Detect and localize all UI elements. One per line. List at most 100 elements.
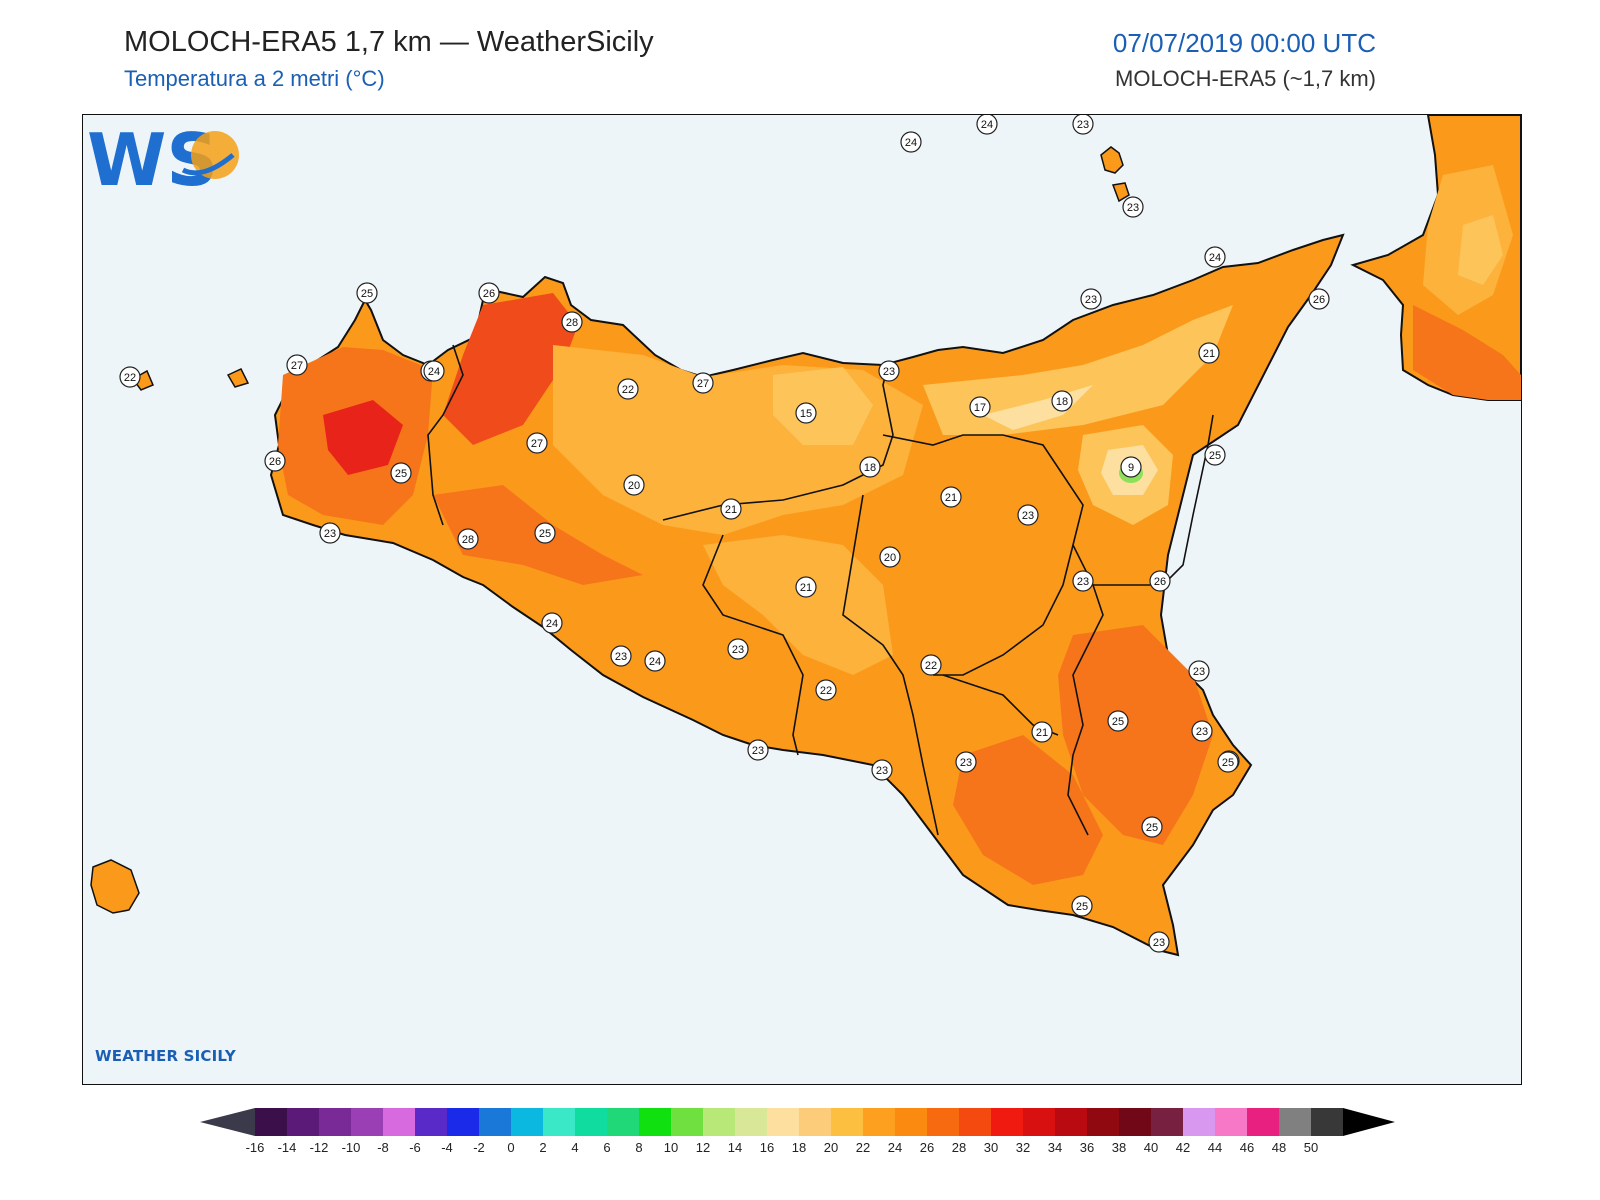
colorbar-tick-label: -4 (441, 1140, 453, 1155)
station-value: 9 (1128, 462, 1134, 474)
station-marker (617, 378, 639, 400)
colorbar-cell (1247, 1108, 1279, 1136)
station-value: 23 (324, 528, 336, 540)
colorbar-tick-label: 10 (664, 1140, 678, 1155)
station-value: 23 (1077, 119, 1089, 131)
station-value: 18 (864, 462, 876, 474)
station-value: 24 (905, 137, 917, 149)
madonie-cool-zone (773, 367, 873, 445)
colorbar-cell (351, 1108, 383, 1136)
aeolian-island-1 (1100, 146, 1124, 174)
station-marker (879, 546, 901, 568)
station-value: 20 (884, 552, 896, 564)
colorbar-tick-label: 14 (728, 1140, 742, 1155)
station-marker (457, 528, 479, 550)
station-value: 25 (1222, 757, 1234, 769)
colorbar-cell (895, 1108, 927, 1136)
station-value: 23 (883, 366, 895, 378)
colorbar-tick-label: 42 (1176, 1140, 1190, 1155)
station-value: 25 (1209, 450, 1221, 462)
colorbar-cell (415, 1108, 447, 1136)
station-value: 25 (395, 468, 407, 480)
station-marker (1204, 246, 1226, 268)
station-marker (1308, 288, 1330, 310)
colorbar-cell (575, 1108, 607, 1136)
colorbar-cell (1279, 1108, 1311, 1136)
station-marker (644, 650, 666, 672)
station-marker (900, 131, 922, 153)
nebrodi-cool-zone (923, 305, 1233, 435)
map-canvas: 24 24 23 23 24 23 26 25 26 28 22 23 27 24 22 27 23 21 15 17… (90, 115, 1521, 957)
station-value: 17 (974, 402, 986, 414)
station-marker (1149, 570, 1171, 592)
station-value: 21 (1036, 727, 1048, 739)
station-marker (319, 522, 341, 544)
station-marker (871, 759, 893, 781)
station-marker (795, 576, 817, 598)
station-marker (526, 432, 548, 454)
colorbar-tick-label: -16 (246, 1140, 265, 1155)
colorbar-tick-label: 20 (824, 1140, 838, 1155)
station-marker (1122, 196, 1144, 218)
station-value: 23 (752, 745, 764, 757)
colorbar-tick-label: -8 (377, 1140, 389, 1155)
forecast-datetime: 07/07/2019 00:00 UTC (1112, 28, 1376, 58)
colorbar-tick-label: 16 (760, 1140, 774, 1155)
station-value: 27 (291, 360, 303, 372)
station-marker (1204, 444, 1226, 466)
colorbar-tick-label: 50 (1304, 1140, 1318, 1155)
colorbar-over-arrow (1343, 1108, 1395, 1136)
station-value: 24 (546, 618, 558, 630)
station-value: 23 (615, 651, 627, 663)
station-marker (969, 396, 991, 418)
station-value: 27 (697, 378, 709, 390)
station-marker (976, 115, 998, 135)
station-marker (1051, 390, 1073, 412)
station-marker (356, 282, 378, 304)
colorbar-cell (639, 1108, 671, 1136)
station-value: 28 (566, 317, 578, 329)
colorbar-cell (255, 1108, 287, 1136)
west-hot-core (323, 400, 403, 475)
station-value: 26 (483, 288, 495, 300)
colorbar-tick-label: 44 (1208, 1140, 1222, 1155)
colorbar-tick-label: 22 (856, 1140, 870, 1155)
colorbar-tick-label: 2 (539, 1140, 546, 1155)
colorbar-cell (1119, 1108, 1151, 1136)
colorbar-tick-label: 46 (1240, 1140, 1254, 1155)
colorbar-cell (959, 1108, 991, 1136)
station-marker (561, 311, 583, 333)
station-value: 26 (1313, 294, 1325, 306)
colorbar-under-arrow (200, 1108, 255, 1136)
station-value: 23 (1085, 294, 1097, 306)
colorbar-tick-label: 18 (792, 1140, 806, 1155)
station-value: 25 (1146, 822, 1158, 834)
colorbar-tick-label: 36 (1080, 1140, 1094, 1155)
station-value: 23 (1193, 666, 1205, 678)
calabria-ridge (1458, 215, 1503, 285)
colorbar-cell (543, 1108, 575, 1136)
station-value: 18 (1056, 396, 1068, 408)
southeast-hot-zone (1058, 625, 1213, 845)
northwest-hot-zone (443, 293, 578, 445)
station-marker (720, 498, 742, 520)
station-value: 25 (1076, 901, 1088, 913)
colorbar-cell (703, 1108, 735, 1136)
aegadian-island-2 (131, 369, 154, 391)
colorbar-tick-label: -12 (310, 1140, 329, 1155)
station-marker (1072, 115, 1094, 135)
station-value: 23 (1077, 576, 1089, 588)
colorbar-tick-label: 24 (888, 1140, 902, 1155)
colorbar-cell (1183, 1108, 1215, 1136)
station-value: 27 (531, 438, 543, 450)
station-marker (1080, 288, 1102, 310)
colorbar-cell (1151, 1108, 1183, 1136)
station-marker (1071, 895, 1093, 917)
station-value: 24 (1209, 252, 1221, 264)
station-value: 23 (876, 765, 888, 777)
station-value: 24 (428, 366, 440, 378)
station-marker (623, 474, 645, 496)
colorbar-cell (767, 1108, 799, 1136)
station-value: 28 (462, 534, 474, 546)
chart-subtitle: Temperatura a 2 metri (°C) (124, 66, 385, 91)
